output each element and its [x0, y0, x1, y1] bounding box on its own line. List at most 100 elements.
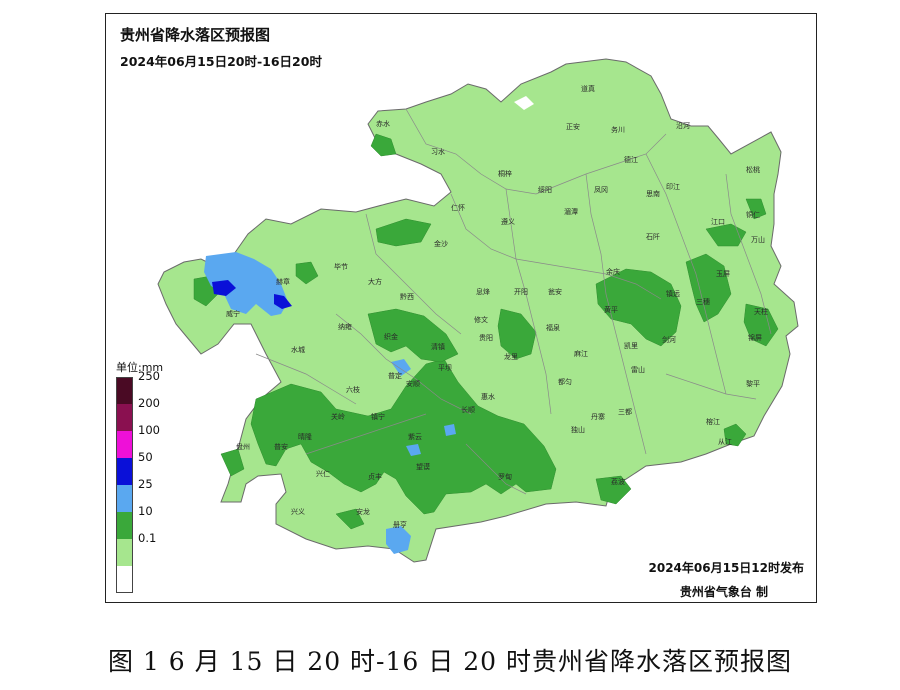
- county-label: 锦屏: [748, 333, 762, 342]
- legend-item: 10: [116, 504, 176, 539]
- county-label: 丹寨: [591, 412, 605, 421]
- legend-item: 0.1: [116, 531, 176, 566]
- county-label: 剑河: [662, 335, 676, 344]
- county-label: 六枝: [346, 385, 360, 394]
- county-label: 湄潭: [564, 207, 578, 216]
- county-label: 盘州: [236, 442, 250, 451]
- county-label: 道真: [581, 84, 595, 93]
- figure-caption: 图 1 6 月 15 日 20 时-16 日 20 时贵州省降水落区预报图: [108, 647, 792, 676]
- county-label: 长顺: [461, 405, 475, 414]
- county-label: 册亨: [393, 520, 407, 529]
- county-label: 紫云: [408, 433, 422, 441]
- county-label: 赤水: [376, 119, 390, 128]
- county-label: 纳雍: [338, 322, 352, 331]
- legend-label: 50: [138, 450, 153, 464]
- county-label: 沿河: [676, 121, 690, 130]
- county-label: 望谟: [416, 462, 430, 471]
- county-label: 大方: [368, 277, 382, 286]
- issuer: 贵州省气象台 制: [679, 585, 768, 599]
- county-label: 龙里: [504, 352, 518, 361]
- legend-label: 10: [138, 504, 153, 518]
- county-label: 思南: [646, 189, 660, 198]
- county-label: 息烽: [476, 287, 490, 296]
- county-label: 黔西: [400, 292, 414, 301]
- county-label: 贞丰: [368, 472, 382, 481]
- legend-swatch: [116, 431, 133, 458]
- county-label: 玉屏: [716, 270, 730, 278]
- county-label: 从江: [718, 438, 732, 446]
- county-label: 平坝: [438, 363, 452, 372]
- county-label: 雷山: [631, 365, 645, 374]
- map-title: 贵州省降水落区预报图: [120, 26, 271, 44]
- county-label: 遵义: [501, 217, 515, 226]
- county-label: 仁怀: [451, 203, 465, 212]
- legend-label: 250: [138, 369, 160, 383]
- county-label: 兴仁: [316, 469, 330, 478]
- county-label: 都匀: [558, 377, 572, 386]
- legend-swatch: [116, 539, 133, 566]
- legend-swatch: [116, 566, 133, 593]
- legend-item: 250: [116, 369, 176, 404]
- county-label: 毕节: [334, 262, 348, 271]
- county-label: 三都: [618, 408, 632, 416]
- rain-50-100-areas: [212, 280, 292, 309]
- county-label: 麻江: [574, 349, 588, 358]
- county-label: 安顺: [406, 379, 420, 388]
- county-label: 金沙: [434, 239, 448, 248]
- rain-10-25-areas: [193, 133, 779, 530]
- county-label: 习水: [431, 147, 445, 156]
- county-label: 惠水: [481, 392, 495, 401]
- county-label: 桐梓: [498, 169, 512, 178]
- county-label: 贵阳: [479, 333, 493, 342]
- county-label: 水城: [291, 345, 305, 354]
- issue-time: 2024年06月15日12时发布: [648, 561, 805, 575]
- legend-item: 50: [116, 450, 176, 485]
- forecast-map-panel: 赤水 习水 道真 务川 沿河 正安 德江 印江 松桃 桐梓 绥阳 凤冈 思南 江…: [105, 13, 817, 603]
- county-label: 铜仁: [746, 210, 760, 219]
- legend-swatch: [116, 458, 133, 485]
- county-label: 织金: [384, 332, 398, 341]
- legend-item: 200: [116, 396, 176, 431]
- legend-label: 200: [138, 396, 160, 410]
- county-label: 关岭: [331, 412, 345, 421]
- legend-swatch: [116, 485, 133, 512]
- county-label: 德江: [624, 155, 638, 164]
- county-label: 普定: [388, 371, 402, 380]
- county-label: 修文: [474, 315, 488, 324]
- county-label: 正安: [566, 122, 580, 131]
- county-label: 江口: [711, 218, 725, 226]
- county-label: 天柱: [754, 307, 768, 316]
- county-label: 荔波: [611, 477, 625, 486]
- county-label: 黄平: [604, 305, 618, 314]
- county-label: 威宁: [226, 309, 240, 318]
- county-label: 镇远: [666, 289, 680, 298]
- county-label: 凤冈: [594, 186, 608, 194]
- county-label: 三穗: [696, 297, 710, 306]
- county-label: 清镇: [431, 342, 445, 351]
- county-label: 万山: [751, 235, 765, 244]
- county-label: 兴义: [291, 507, 305, 516]
- county-label: 晴隆: [298, 432, 312, 441]
- county-label: 赫章: [276, 277, 290, 286]
- county-label: 余庆: [606, 267, 620, 276]
- county-label: 石阡: [646, 232, 660, 241]
- legend-unit: 单位:mm: [116, 361, 164, 374]
- county-label: 福泉: [546, 323, 560, 332]
- county-boundaries: [255, 108, 772, 495]
- county-label: 瓮安: [548, 287, 562, 296]
- county-label: 普安: [274, 442, 288, 451]
- map-canvas: 赤水 习水 道真 务川 沿河 正安 德江 印江 松桃 桐梓 绥阳 凤冈 思南 江…: [157, 58, 799, 563]
- county-label: 绥阳: [538, 185, 552, 194]
- legend-label: 100: [138, 423, 160, 437]
- county-label: 凯里: [624, 341, 638, 350]
- county-label: 榕江: [706, 417, 720, 426]
- county-label: 罗甸: [498, 472, 512, 481]
- rain-25-50-areas: [204, 252, 456, 554]
- county-label: 务川: [611, 125, 625, 134]
- county-labels: 赤水 习水 道真 务川 沿河 正安 德江 印江 松桃 桐梓 绥阳 凤冈 思南 江…: [226, 84, 768, 529]
- map-subtitle: 2024年06月15日20时-16日20时: [120, 54, 322, 69]
- county-label: 印江: [666, 183, 680, 191]
- legend-item: 25: [116, 477, 176, 512]
- legend-item-empty: [116, 566, 176, 593]
- county-label: 黎平: [746, 379, 760, 388]
